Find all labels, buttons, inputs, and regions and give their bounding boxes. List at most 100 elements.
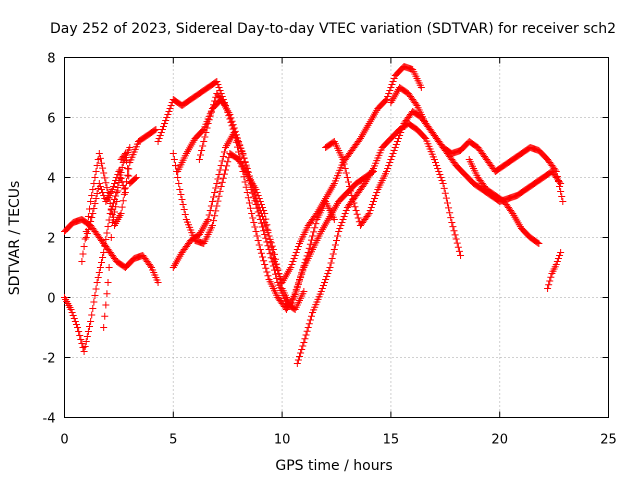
data-point <box>226 115 234 123</box>
data-point <box>546 277 554 285</box>
data-point <box>290 255 298 262</box>
data-point <box>165 108 173 115</box>
data-point <box>347 187 355 195</box>
data-point <box>417 84 425 91</box>
data-point <box>250 219 258 226</box>
data-point <box>217 183 225 190</box>
data-point <box>174 174 182 181</box>
data-point <box>166 105 174 112</box>
data-point <box>291 252 299 259</box>
data-point <box>83 230 91 237</box>
data-point <box>305 320 313 328</box>
data-point <box>116 166 124 174</box>
data-point <box>242 183 250 191</box>
data-point <box>319 282 327 289</box>
data-point <box>230 129 238 136</box>
data-point <box>557 249 565 256</box>
data-point <box>214 175 222 183</box>
data-points <box>61 63 567 367</box>
data-point <box>421 133 429 141</box>
data-point <box>216 87 224 94</box>
data-point <box>89 186 97 193</box>
chart-title: Day 252 of 2023, Sidereal Day-to-day VTE… <box>50 21 616 37</box>
data-point <box>68 309 76 316</box>
data-point <box>93 190 101 197</box>
data-point <box>453 239 461 247</box>
data-point <box>287 264 295 271</box>
data-point <box>341 165 349 172</box>
data-point <box>96 264 104 271</box>
data-point <box>125 172 133 180</box>
series-track-14 <box>465 156 543 247</box>
data-point <box>434 165 442 172</box>
data-point <box>294 243 302 250</box>
data-point <box>268 242 276 250</box>
data-point <box>91 200 99 207</box>
data-point <box>298 346 306 353</box>
data-point <box>388 81 396 88</box>
data-point <box>384 93 392 100</box>
data-point <box>117 210 125 217</box>
data-point <box>263 221 271 229</box>
data-point <box>331 241 339 249</box>
data-point <box>551 166 559 174</box>
data-point <box>100 249 108 256</box>
data-point <box>225 112 233 120</box>
data-point <box>215 192 223 200</box>
data-point <box>344 178 352 186</box>
series-track-9 <box>169 63 425 286</box>
data-point <box>216 187 224 195</box>
y-tick-label: 6 <box>47 112 55 127</box>
data-point <box>78 340 86 347</box>
data-point <box>76 332 84 339</box>
data-point <box>162 117 170 124</box>
data-point <box>263 268 271 276</box>
data-point <box>338 219 346 226</box>
data-point <box>249 214 257 222</box>
data-point <box>553 173 561 180</box>
data-point <box>254 192 262 199</box>
data-point <box>84 213 92 220</box>
data-point <box>70 315 78 322</box>
data-point <box>113 198 121 205</box>
data-point <box>354 214 362 222</box>
data-point <box>107 234 115 241</box>
series-track-13 <box>387 84 567 205</box>
data-point <box>342 207 350 214</box>
data-point <box>264 272 272 280</box>
data-point <box>105 264 113 271</box>
data-point <box>296 277 304 285</box>
data-point <box>131 175 139 182</box>
data-point <box>297 349 305 357</box>
data-point <box>213 180 221 187</box>
data-point <box>534 239 542 247</box>
data-point <box>256 246 264 253</box>
data-point <box>557 188 565 195</box>
data-point <box>265 232 273 240</box>
data-point <box>257 249 265 257</box>
data-point <box>176 186 184 193</box>
data-point <box>371 195 379 202</box>
data-point <box>155 135 163 142</box>
data-point <box>211 212 219 220</box>
data-point <box>270 258 278 265</box>
data-point <box>222 102 230 109</box>
data-point <box>383 168 391 175</box>
data-point <box>366 207 374 214</box>
data-point <box>446 209 454 217</box>
data-point <box>273 264 281 271</box>
data-point <box>228 122 236 130</box>
data-point <box>457 252 465 259</box>
data-point <box>445 204 453 212</box>
data-point <box>396 132 404 139</box>
y-tick-label: 2 <box>47 232 55 247</box>
data-point <box>152 126 160 133</box>
data-point <box>293 284 301 292</box>
data-point <box>202 129 210 136</box>
data-point <box>214 197 222 205</box>
data-point <box>342 169 350 177</box>
data-point <box>552 168 560 175</box>
data-point <box>340 213 348 220</box>
data-point <box>346 183 354 190</box>
